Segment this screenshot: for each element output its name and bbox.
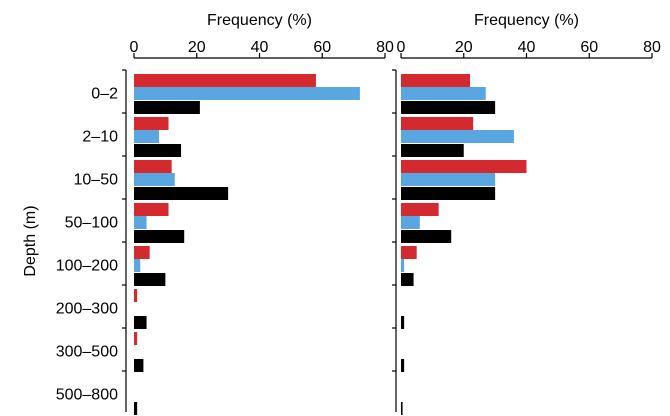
x-tick-label: 80 (376, 39, 394, 56)
bar-series-3 (134, 101, 200, 114)
bar-series-1 (134, 160, 172, 173)
bar-series-3 (401, 230, 452, 243)
y-axis-title: Depth (m) (22, 205, 39, 276)
bar-series-3 (134, 273, 166, 286)
bar-series-2 (134, 173, 175, 186)
bar-series-1 (401, 160, 527, 173)
bar-series-3 (401, 316, 405, 329)
bar-series-1 (134, 246, 150, 259)
bar-series-2 (134, 87, 360, 100)
chart-panel-left: Frequency (%) 0 20 40 60 80 Depth (m) 0–2 2–10 10… (22, 12, 394, 415)
bar-series-1 (134, 74, 316, 87)
bar-series-1 (134, 203, 169, 216)
bar-series-3 (401, 144, 464, 157)
chart-panel-right: Frequency (%) 0 20 40 60 80 (392, 12, 661, 415)
x-tick-label: 60 (580, 39, 598, 56)
bar-series-3 (134, 187, 229, 200)
bar-series-1 (401, 246, 417, 259)
bar-series-2 (401, 130, 514, 143)
category-label: 2–10 (82, 129, 118, 146)
bar-series-3 (401, 402, 403, 415)
x-tick-label: 80 (643, 39, 661, 56)
category-label: 50–100 (65, 215, 118, 232)
bar-series-3 (134, 359, 144, 372)
category-label: 100–200 (56, 258, 118, 275)
category-label: 200–300 (56, 301, 118, 318)
category-label: 300–500 (56, 344, 118, 361)
bar-series-2 (401, 259, 405, 272)
bar-series-3 (134, 230, 185, 243)
bar-series-2 (401, 87, 486, 100)
bar-series-3 (134, 402, 138, 415)
bar-series-3 (401, 359, 405, 372)
x-tick-label: 20 (188, 39, 206, 56)
bar-series-1 (134, 332, 138, 345)
x-tick-label: 60 (313, 39, 331, 56)
bar-series-2 (401, 173, 496, 186)
bar-series-1 (134, 117, 169, 130)
x-tick-label: 0 (130, 39, 139, 56)
bar-series-3 (401, 101, 496, 114)
category-label: 500–800 (56, 387, 118, 404)
x-tick-label: 40 (251, 39, 269, 56)
bar-series-1 (401, 117, 474, 130)
bar-series-3 (134, 144, 182, 157)
category-label: 10–50 (74, 172, 119, 189)
bar-series-1 (401, 203, 439, 216)
bar-series-2 (134, 216, 147, 229)
x-tick-label: 40 (518, 39, 536, 56)
bar-series-2 (401, 216, 420, 229)
bar-series-3 (401, 187, 496, 200)
bar-series-2 (134, 259, 141, 272)
x-axis-title: Frequency (%) (474, 12, 579, 29)
category-label: 0–2 (91, 86, 118, 103)
bar-series-1 (401, 74, 471, 87)
bar-series-1 (134, 289, 138, 302)
bar-series-3 (401, 273, 414, 286)
x-axis-title: Frequency (%) (207, 12, 312, 29)
bar-series-2 (134, 130, 160, 143)
x-tick-label: 0 (397, 39, 406, 56)
bar-series-3 (134, 316, 147, 329)
x-tick-label: 20 (455, 39, 473, 56)
